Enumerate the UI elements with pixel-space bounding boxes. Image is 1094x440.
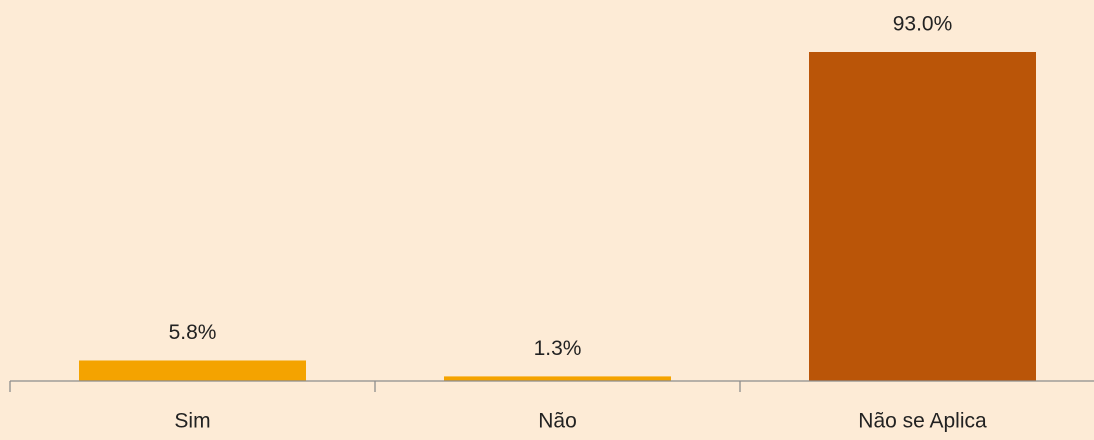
- data-label: 93.0%: [893, 13, 953, 36]
- data-label: 5.8%: [169, 321, 217, 344]
- bar: [444, 376, 671, 381]
- bar: [809, 52, 1036, 381]
- x-tick-label: Sim: [174, 410, 210, 433]
- x-tick-label: Não se Aplica: [858, 410, 987, 433]
- data-label: 1.3%: [534, 337, 582, 360]
- x-tick-label: Não: [538, 410, 577, 433]
- bar: [79, 360, 306, 381]
